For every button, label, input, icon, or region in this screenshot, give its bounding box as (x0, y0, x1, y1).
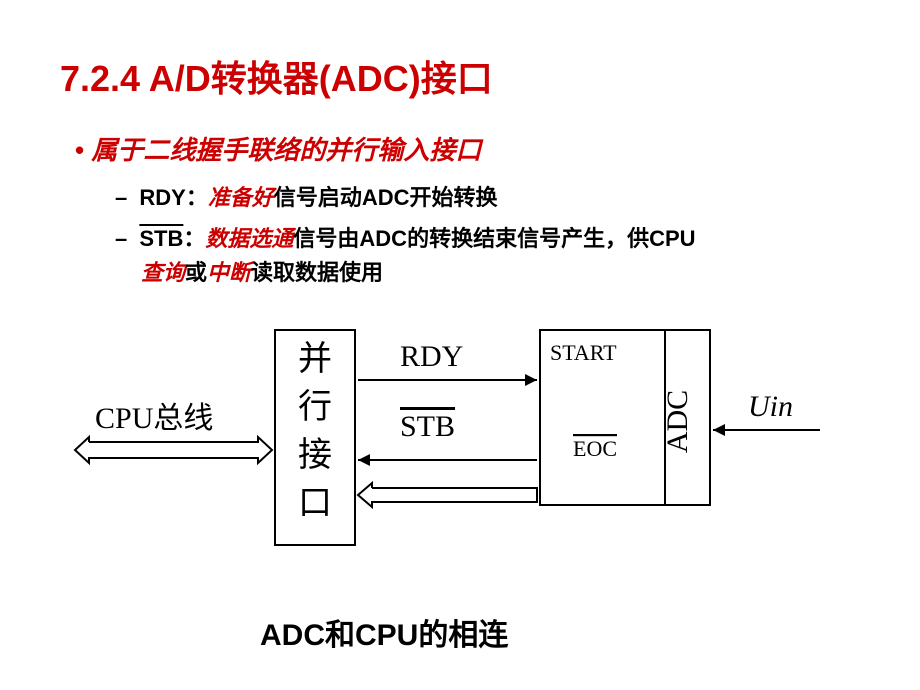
diagram-svg: 并行接口 ADC START EOC CPU总线 RDY STB Uin (50, 320, 870, 580)
rdy-keyword: 准备好 (208, 185, 274, 210)
rdy-signal-name: RDY： (139, 185, 207, 210)
svg-text:EOC: EOC (573, 436, 617, 461)
svg-text:RDY: RDY (400, 340, 463, 373)
svg-text:口: 口 (298, 485, 332, 522)
stb-signal-name: STB (139, 226, 183, 251)
stb-keyword: 数据选通 (205, 226, 293, 251)
dash-icon: – (115, 226, 127, 251)
slide-title: 7.2.4 A/D转换器(ADC)接口 (60, 50, 493, 102)
stb-desc-1: 信号由ADC的转换结束信号产生，供CPU (293, 226, 695, 251)
svg-text:START: START (550, 340, 617, 365)
bullet-main-text: 属于二线握手联络的并行输入接口 (91, 136, 481, 165)
stb-mid: 或 (185, 260, 207, 285)
bullet-dot: • (75, 135, 91, 165)
stb-kw-interrupt: 中断 (207, 260, 251, 285)
svg-text:CPU总线: CPU总线 (95, 402, 213, 435)
svg-text:STB: STB (400, 410, 455, 443)
bullet-main: • 属于二线握手联络的并行输入接口 (75, 130, 481, 167)
svg-text:并: 并 (298, 340, 332, 378)
block-diagram: 并行接口 ADC START EOC CPU总线 RDY STB Uin (50, 320, 870, 580)
sub-bullet-stb: – STB：数据选通信号由ADC的转换结束信号产生，供CPU 查询或中断读取数据… (115, 222, 895, 290)
sub-bullet-rdy: – RDY：准备好信号启动ADC开始转换 (115, 180, 498, 212)
rdy-desc: 信号启动ADC开始转换 (274, 185, 498, 210)
svg-text:Uin: Uin (748, 390, 793, 423)
svg-text:ADC: ADC (661, 390, 694, 453)
svg-text:接: 接 (298, 437, 332, 474)
diagram-caption: ADC和CPU的相连 (260, 610, 508, 654)
stb-colon: ： (183, 226, 205, 251)
stb-kw-query: 查询 (141, 260, 185, 285)
stb-desc-2: 读取数据使用 (251, 260, 383, 285)
svg-text:行: 行 (298, 388, 332, 426)
dash-icon: – (115, 185, 127, 210)
